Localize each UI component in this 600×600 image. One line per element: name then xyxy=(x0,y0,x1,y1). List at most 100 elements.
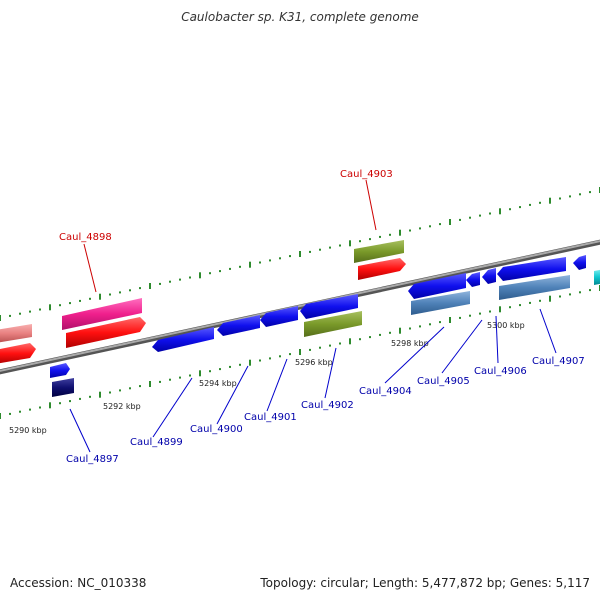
minor-tick xyxy=(219,270,221,273)
gene-label-caul-4897[interactable]: Caul_4897 xyxy=(66,454,119,465)
minor-tick xyxy=(129,289,131,292)
minor-tick xyxy=(9,314,11,317)
minor-tick xyxy=(59,402,61,405)
minor-tick xyxy=(369,336,371,339)
minor-tick xyxy=(279,355,281,358)
major-tick xyxy=(249,261,251,268)
minor-tick xyxy=(459,316,461,319)
minor-tick xyxy=(309,250,311,253)
major-tick xyxy=(199,272,201,279)
summary-text: Topology: circular; Length: 5,477,872 bp… xyxy=(260,576,590,590)
minor-tick xyxy=(479,312,481,315)
major-tick xyxy=(449,219,451,225)
gene-label-caul-4904[interactable]: Caul_4904 xyxy=(359,386,412,397)
minor-tick xyxy=(509,208,511,211)
minor-tick xyxy=(439,223,441,226)
minor-tick xyxy=(119,291,121,294)
gene-feature-partial-right-blue[interactable] xyxy=(573,255,586,270)
gene-label-caul-4898[interactable]: Caul_4898 xyxy=(59,232,112,243)
minor-tick xyxy=(469,314,471,317)
minor-tick xyxy=(429,225,431,228)
gene-feature-caul-4907[interactable] xyxy=(497,257,566,281)
callout-caul-4897 xyxy=(69,408,91,453)
gene-feature-caul-4906[interactable] xyxy=(482,268,496,284)
gene-feature-caul-4901[interactable] xyxy=(260,306,298,327)
minor-tick xyxy=(189,276,191,279)
minor-tick xyxy=(559,295,561,298)
minor-tick xyxy=(59,304,61,307)
gene-label-caul-4907[interactable]: Caul_4907 xyxy=(532,356,585,367)
minor-tick xyxy=(69,400,71,403)
minor-tick xyxy=(329,246,331,249)
minor-tick xyxy=(29,408,31,411)
minor-tick xyxy=(279,257,281,260)
major-tick xyxy=(249,359,251,366)
gene-feature-caul-4904-steel[interactable] xyxy=(411,291,470,315)
minor-tick xyxy=(379,333,381,336)
gene-label-caul-4905[interactable]: Caul_4905 xyxy=(417,376,470,387)
minor-tick xyxy=(519,304,521,307)
gene-feature-caul-4898-rna[interactable] xyxy=(66,317,146,348)
minor-tick xyxy=(259,261,261,264)
gene-feature-caul-4900[interactable] xyxy=(217,315,260,336)
minor-tick xyxy=(109,293,111,296)
tick-track-lower xyxy=(0,285,600,419)
major-tick xyxy=(299,349,301,355)
gene-feature-caul-4898[interactable] xyxy=(62,298,142,330)
minor-tick xyxy=(479,214,481,217)
gene-feature-caul-4903-rna[interactable] xyxy=(358,258,406,280)
gene-label-caul-4899[interactable]: Caul_4899 xyxy=(130,437,183,448)
minor-tick xyxy=(69,302,71,305)
minor-tick xyxy=(389,331,391,334)
gene-feature-caul-4903[interactable] xyxy=(354,240,404,263)
major-tick xyxy=(449,317,451,323)
callout-caul-4906 xyxy=(495,315,499,364)
minor-tick xyxy=(589,289,591,292)
tick-label-5296: 5296 kbp xyxy=(295,358,333,367)
minor-tick xyxy=(229,267,231,270)
major-tick xyxy=(399,327,401,334)
gene-label-caul-4906[interactable]: Caul_4906 xyxy=(474,366,527,377)
gene-feature-partial-red[interactable] xyxy=(0,343,36,364)
gene-feature-partial-right-cyan[interactable] xyxy=(594,269,600,285)
minor-tick xyxy=(529,203,531,206)
minor-tick xyxy=(39,406,41,409)
tick-label-5298: 5298 kbp xyxy=(391,339,429,348)
major-tick xyxy=(399,229,401,236)
major-tick xyxy=(0,315,1,321)
minor-tick xyxy=(569,195,571,198)
major-tick xyxy=(349,240,351,247)
gene-feature-caul-4902[interactable] xyxy=(304,311,362,337)
gene-label-caul-4900[interactable]: Caul_4900 xyxy=(190,424,243,435)
major-tick xyxy=(149,381,151,387)
minor-tick xyxy=(89,297,91,300)
minor-tick xyxy=(329,344,331,347)
gene-features[interactable] xyxy=(0,240,600,397)
major-tick xyxy=(549,197,551,204)
callout-caul-4907 xyxy=(539,308,557,354)
gene-label-caul-4901[interactable]: Caul_4901 xyxy=(244,412,297,423)
minor-tick xyxy=(159,380,161,383)
gene-feature-caul-4904[interactable] xyxy=(408,273,466,299)
gene-feature-caul-4905[interactable] xyxy=(466,272,480,287)
minor-tick xyxy=(419,227,421,230)
gene-feature-partial-salmon[interactable] xyxy=(0,324,32,343)
map-title: Caulobacter sp. K31, complete genome xyxy=(181,10,419,24)
gene-feature-caul-4907-steel[interactable] xyxy=(499,275,570,300)
minor-tick xyxy=(509,306,511,309)
major-tick xyxy=(99,391,101,398)
gene-label-caul-4902[interactable]: Caul_4902 xyxy=(301,400,354,411)
minor-tick xyxy=(579,291,581,294)
callout-caul-4904 xyxy=(384,326,445,384)
gene-feature-caul-4902-upper[interactable] xyxy=(300,294,358,319)
minor-tick xyxy=(389,233,391,236)
minor-tick xyxy=(79,397,81,400)
minor-tick xyxy=(109,391,111,394)
gene-feature-caul-4899[interactable] xyxy=(152,327,214,352)
gene-label-caul-4903[interactable]: Caul_4903 xyxy=(340,169,393,180)
gene-feature-caul-4897-b[interactable] xyxy=(52,378,74,397)
minor-tick xyxy=(119,389,121,392)
gene-feature-caul-4897-a[interactable] xyxy=(50,363,70,378)
minor-tick xyxy=(309,348,311,351)
